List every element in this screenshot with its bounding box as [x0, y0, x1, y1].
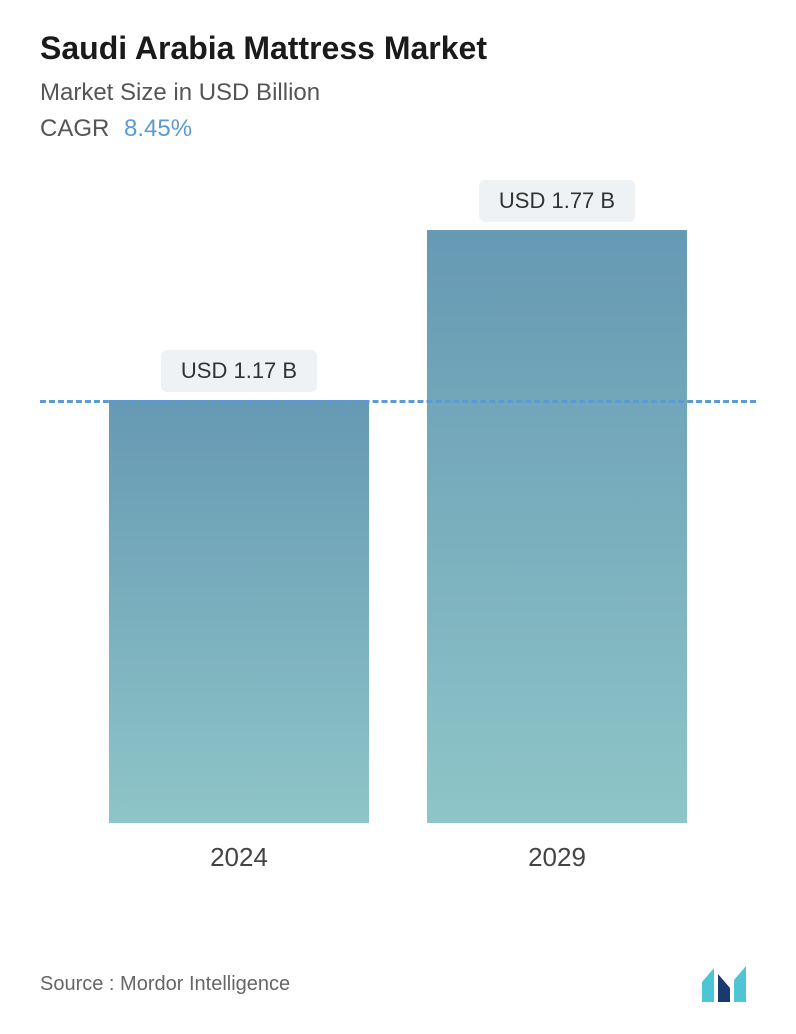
- source-name: Mordor Intelligence: [120, 973, 290, 995]
- cagr-value: 8.45%: [124, 115, 192, 142]
- year-label: 2024: [210, 842, 268, 873]
- mordor-logo-icon: [700, 964, 756, 1004]
- year-label: 2029: [528, 842, 586, 873]
- bar-value-label: USD 1.17 B: [161, 350, 317, 392]
- chart-subtitle: Market Size in USD Billion: [40, 79, 756, 107]
- bars-container: USD 1.17 B2024USD 1.77 B2029: [40, 183, 756, 823]
- cagr-label: CAGR: [40, 115, 109, 142]
- reference-line: [40, 400, 756, 403]
- bar: [109, 400, 369, 823]
- footer: Source : Mordor Intelligence: [40, 964, 756, 1004]
- cagr-row: CAGR 8.45%: [40, 115, 756, 143]
- bar-group-2029: USD 1.77 B2029: [427, 180, 687, 823]
- chart-title: Saudi Arabia Mattress Market: [40, 30, 756, 67]
- source-label: Source :: [40, 973, 114, 995]
- chart-area: USD 1.17 B2024USD 1.77 B2029: [40, 183, 756, 883]
- bar-value-label: USD 1.77 B: [479, 180, 635, 222]
- source-text: Source : Mordor Intelligence: [40, 973, 290, 996]
- bar-group-2024: USD 1.17 B2024: [109, 350, 369, 823]
- bar: [427, 230, 687, 823]
